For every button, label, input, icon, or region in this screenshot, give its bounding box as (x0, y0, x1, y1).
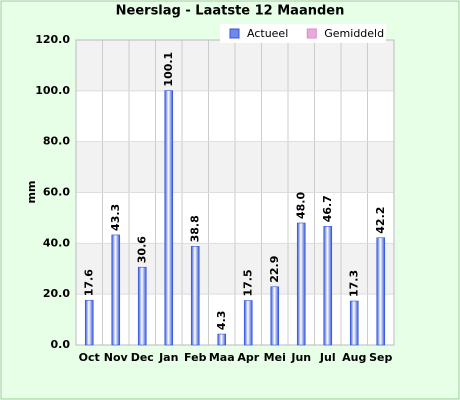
x-tick-label: Oct (79, 351, 100, 364)
bar (270, 286, 280, 346)
bar (190, 246, 200, 346)
bar (217, 333, 227, 346)
bar (137, 266, 147, 346)
y-tick-label: 20.0 (43, 287, 70, 300)
x-tick-label: Aug (342, 351, 366, 364)
bar (349, 300, 359, 346)
value-label: 100.1 (162, 52, 175, 87)
value-label: 42.2 (374, 207, 387, 234)
value-label: 17.5 (241, 269, 254, 296)
y-tick-label: 120.0 (35, 33, 70, 46)
chart-title: Neerslag - Laatste 12 Maanden (116, 4, 345, 19)
bar (84, 299, 94, 346)
legend-label: Actueel (247, 27, 288, 40)
x-tick-label: Apr (237, 351, 259, 364)
y-axis-label: mm (25, 181, 38, 204)
legend-swatch (306, 28, 317, 39)
x-tick-label: Feb (184, 351, 207, 364)
bar (296, 222, 306, 346)
y-tick-label: 60.0 (43, 186, 70, 199)
x-tick-label: Jun (290, 351, 311, 364)
bar (164, 90, 174, 346)
y-tick-label: 0.0 (51, 338, 71, 351)
x-tick-label: Jan (158, 351, 178, 364)
x-tick-label: Sep (369, 351, 392, 364)
value-label: 30.6 (135, 236, 148, 263)
y-tick-label: 80.0 (43, 135, 70, 148)
value-label: 4.3 (215, 311, 228, 331)
x-tick-label: Maa (209, 351, 235, 364)
bar (323, 226, 333, 346)
legend-label: Gemiddeld (324, 27, 384, 40)
value-label: 17.6 (82, 269, 95, 296)
y-tick-label: 40.0 (43, 236, 70, 249)
x-tick-label: Nov (104, 351, 129, 364)
y-tick-label: 100.0 (35, 84, 70, 97)
legend-box (220, 24, 386, 43)
value-label: 17.3 (347, 270, 360, 297)
x-tick-label: Dec (131, 351, 154, 364)
bar (111, 234, 121, 346)
value-label: 22.9 (268, 256, 281, 283)
value-label: 46.7 (321, 195, 334, 222)
x-tick-label: Jul (319, 351, 336, 364)
value-label: 38.8 (188, 215, 201, 242)
value-label: 43.3 (109, 204, 122, 231)
x-tick-label: Mei (264, 351, 286, 364)
bar (376, 237, 386, 346)
bar (243, 300, 253, 346)
legend-swatch (229, 28, 240, 39)
value-label: 48.0 (294, 192, 307, 219)
